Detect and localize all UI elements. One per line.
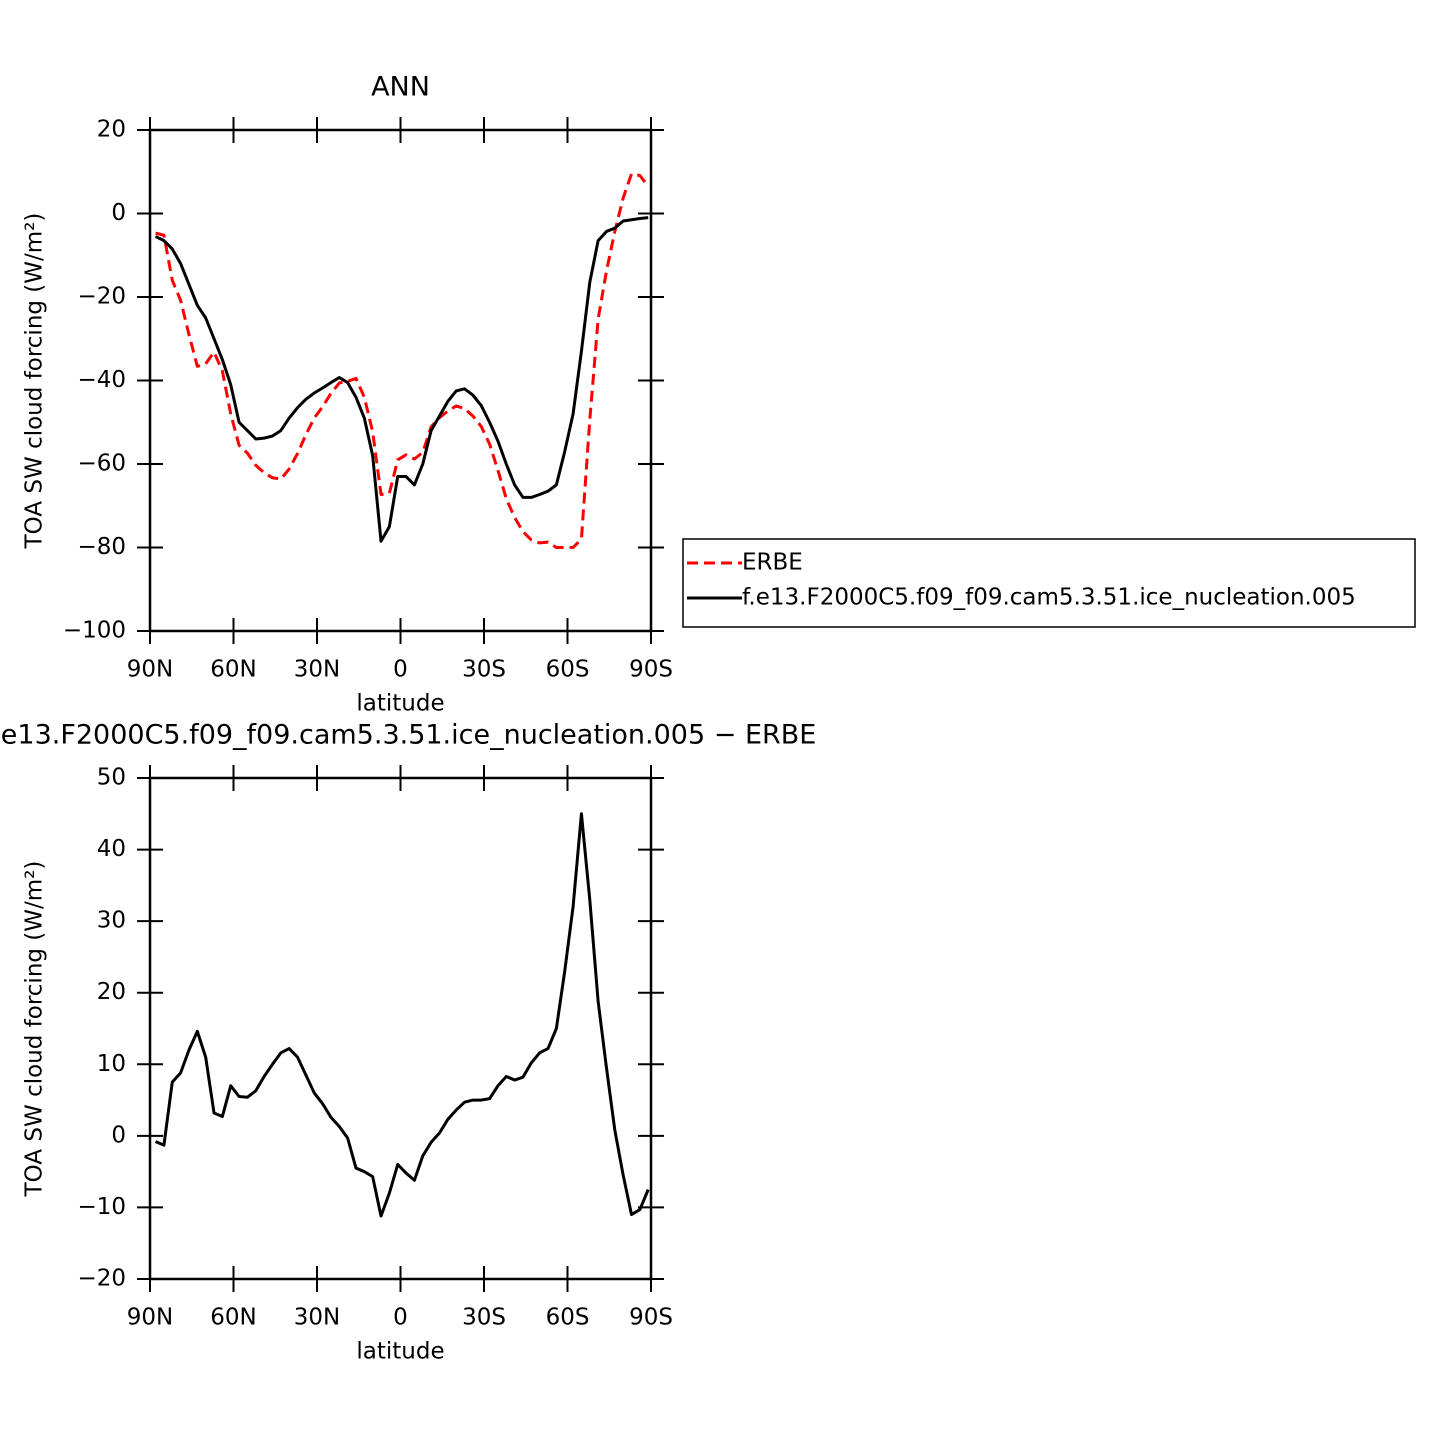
y-axis-label: TOA SW cloud forcing (W/m²) — [22, 213, 48, 550]
y-axis-label: TOA SW cloud forcing (W/m²) — [22, 861, 48, 1198]
x-tick-label: 60N — [210, 657, 256, 683]
x-tick-label: 30S — [462, 1305, 506, 1331]
legend-box — [682, 538, 1416, 628]
chart-title: f.e13.F2000C5.f09_f09.cam5.3.51.ice_nucl… — [0, 720, 816, 751]
x-tick-label: 60N — [210, 1305, 256, 1331]
y-tick-label: −40 — [77, 367, 126, 393]
x-axis-label: latitude — [356, 1339, 444, 1365]
legend-label: f.e13.F2000C5.f09_f09.cam5.3.51.ice_nucl… — [742, 585, 1356, 611]
x-tick-label: 0 — [393, 1305, 408, 1331]
plot-frame — [148, 128, 653, 633]
y-tick-label: 10 — [97, 1051, 126, 1077]
x-tick-label: 90S — [629, 1305, 673, 1331]
x-tick-label: 30N — [294, 657, 340, 683]
data-line — [154, 216, 649, 543]
data-line — [155, 172, 650, 549]
x-tick-label: 90N — [127, 657, 173, 683]
chart-title: ANN — [371, 72, 430, 103]
y-tick-label: 0 — [111, 200, 126, 226]
x-tick-label: 90S — [629, 657, 673, 683]
x-tick-label: 60S — [546, 1305, 590, 1331]
x-tick-label: 0 — [393, 657, 408, 683]
y-tick-label: 20 — [97, 117, 126, 143]
y-tick-label: 50 — [97, 765, 126, 791]
x-axis-label: latitude — [356, 691, 444, 717]
y-tick-label: −10 — [77, 1194, 126, 1220]
plot-frame — [148, 776, 653, 1281]
legend-label: ERBE — [742, 550, 803, 576]
y-tick-label: 0 — [111, 1122, 126, 1148]
y-tick-label: −100 — [63, 618, 126, 644]
y-tick-label: 20 — [97, 979, 126, 1005]
x-tick-label: 60S — [546, 657, 590, 683]
y-tick-label: −20 — [77, 1266, 126, 1292]
y-tick-label: 30 — [97, 908, 126, 934]
y-tick-label: 40 — [97, 836, 126, 862]
data-line — [154, 812, 650, 1218]
x-tick-label: 30N — [294, 1305, 340, 1331]
y-tick-label: −60 — [77, 451, 126, 477]
y-tick-label: −80 — [77, 534, 126, 560]
x-tick-label: 30S — [462, 657, 506, 683]
x-tick-label: 90N — [127, 1305, 173, 1331]
y-tick-label: −20 — [77, 284, 126, 310]
